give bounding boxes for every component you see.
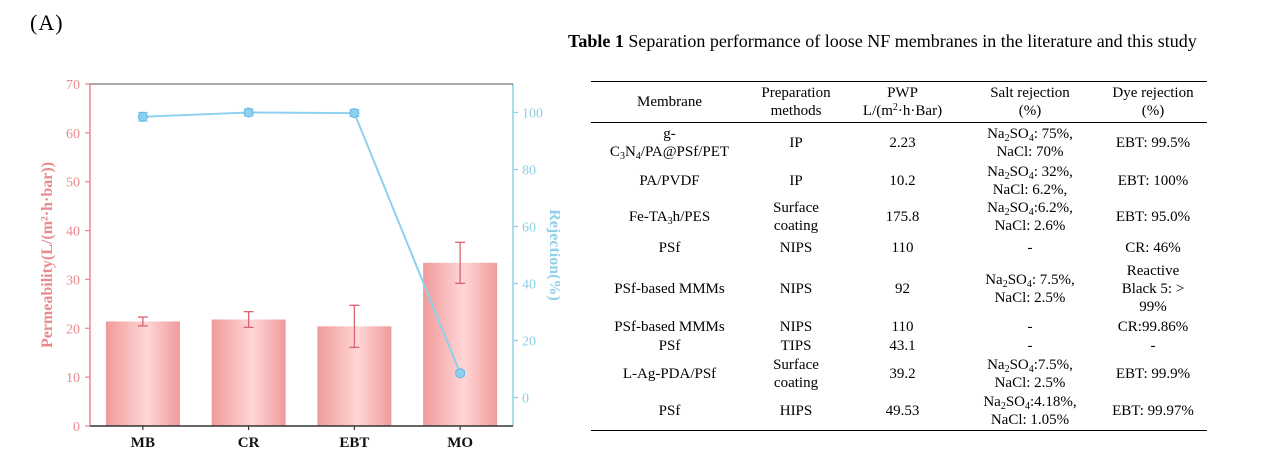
table-row: PSf TIPS 43.1 - -	[591, 337, 1207, 355]
panel-label: (A)	[30, 10, 64, 35]
cell-membrane: Fe-TA3h/PES	[628, 208, 711, 227]
cell-dye-rejection: EBT: 99.5%	[1115, 134, 1191, 151]
x-tick-label: CR	[238, 435, 260, 451]
cell-salt-rejection: Na2SO4:6.2%, NaCl: 2.6%	[987, 199, 1073, 234]
cell-preparation: NIPS	[779, 280, 813, 297]
y-tick-label: 10	[66, 371, 80, 386]
cell-membrane: PSf	[658, 239, 681, 256]
table-row: PSf-based MMMs NIPS 110 - CR:99.86%	[591, 317, 1207, 337]
cell-pwp: 110	[891, 239, 914, 256]
cell-salt-rejection: -	[1027, 239, 1033, 256]
cell-dye-rejection: EBT: 99.9%	[1115, 365, 1191, 382]
x-tick-label: MO	[447, 435, 473, 451]
cell-dye-rejection: EBT: 95.0%	[1115, 208, 1191, 225]
cell-pwp: 10.2	[889, 172, 916, 189]
bar-mo	[423, 262, 498, 426]
table-row: g- C3N4/PA@PSf/PET IP 2.23 Na2SO4: 75%, NaCl:…	[591, 123, 1207, 163]
cell-salt-rejection: Na2SO4:4.18%, NaCl: 1.05%	[983, 394, 1077, 429]
header-salt-rejection: Salt rejection (%)	[990, 85, 1070, 119]
cell-dye-rejection: -	[1150, 337, 1156, 354]
dual-axis-bar-line-chart: 0 10 20 30 40 50 60 70 0 20 40 60 80 100 MB CR EBT MO Perm…	[39, 78, 560, 451]
bar-cr	[211, 319, 286, 426]
x-tick-label: MB	[131, 435, 155, 451]
y-tick-label: 20	[66, 322, 80, 337]
cell-salt-rejection: Na2SO4: 75%, NaCl: 70%	[987, 125, 1073, 160]
y2-tick-label: 20	[522, 335, 536, 350]
cell-dye-rejection: CR: 46%	[1125, 239, 1181, 256]
rejection-point-ebt	[349, 108, 360, 119]
table-row: PSf NIPS 110 - CR: 46%	[591, 235, 1207, 261]
cell-salt-rejection: Na2SO4: 32%, NaCl: 6.2%,	[987, 163, 1073, 198]
cell-preparation: NIPS	[779, 318, 813, 335]
table-row: Fe-TA3h/PES Surface coating 175.8 Na2SO4:6.2…	[591, 199, 1207, 235]
table-body: g- C3N4/PA@PSf/PET IP 2.23 Na2SO4: 75%, NaCl:…	[591, 123, 1207, 431]
cell-pwp: 43.1	[889, 337, 916, 354]
table-row: L-Ag-PDA/PSf Surface coating 39.2 Na2SO4:7.5…	[591, 355, 1207, 393]
y2-tick-label: 60	[522, 221, 536, 236]
y2-tick-label: 0	[522, 392, 529, 407]
cell-pwp: 175.8	[885, 208, 920, 225]
cell-membrane: PA/PVDF	[639, 172, 700, 189]
cell-dye-rejection: EBT: 99.97%	[1112, 403, 1194, 420]
cell-membrane: PSf	[658, 337, 681, 354]
cell-pwp: 2.23	[889, 134, 916, 151]
y-axis-title: Permeability(L/(m²·h·bar))	[39, 162, 56, 348]
rejection-point-mo	[455, 368, 466, 379]
header-dye-rejection: Dye rejection (%)	[1112, 85, 1194, 119]
rejection-point-cr	[243, 107, 254, 118]
y2-axis-title: Rejection(%)	[546, 209, 560, 301]
cell-preparation: Surface coating	[773, 199, 819, 234]
cell-preparation: NIPS	[779, 239, 813, 256]
cell-dye-rejection: CR:99.86%	[1117, 318, 1189, 335]
cell-membrane: g- C3N4/PA@PSf/PET	[609, 125, 730, 162]
table-row: PSf HIPS 49.53 Na2SO4:4.18%, NaCl: 1.05% EBT:…	[591, 393, 1207, 431]
table-row: PSf-based MMMs NIPS 92 Na2SO4: 7.5%, NaCl: 2…	[591, 261, 1207, 317]
table-header-row: Membrane Preparation methods PWP L/(m2·h·B…	[591, 81, 1207, 123]
table-title-number: Table 1	[568, 31, 624, 51]
cell-preparation: IP	[789, 134, 803, 151]
cell-membrane: PSf-based MMMs	[614, 280, 725, 297]
y2-tick-label: 40	[522, 278, 536, 293]
y-tick-label: 70	[66, 78, 80, 93]
cell-membrane: L-Ag-PDA/PSf	[622, 365, 717, 382]
bar-mb	[105, 321, 180, 426]
cell-salt-rejection: -	[1027, 318, 1033, 335]
cell-membrane: PSf	[658, 403, 681, 420]
x-tick-label: EBT	[339, 435, 369, 451]
rejection-point-mb	[137, 111, 148, 122]
header-membrane: Membrane	[637, 94, 702, 110]
cell-preparation: TIPS	[780, 337, 812, 354]
table-row: PA/PVDF IP 10.2 Na2SO4: 32%, NaCl: 6.2%, EBT:…	[591, 163, 1207, 199]
y-tick-label: 0	[73, 420, 80, 435]
cell-salt-rejection: Na2SO4: 7.5%, NaCl: 2.5%	[985, 271, 1075, 306]
y-tick-label: 50	[66, 176, 80, 191]
cell-pwp: 39.2	[889, 365, 916, 382]
table-title: Table 1 Separation performance of loose …	[568, 31, 1197, 52]
cell-pwp: 49.53	[885, 403, 920, 420]
table-title-text: Separation performance of loose NF membr…	[628, 31, 1197, 51]
cell-preparation: Surface coating	[773, 356, 819, 391]
cell-salt-rejection: -	[1027, 337, 1033, 354]
cell-preparation: HIPS	[779, 403, 813, 420]
cell-pwp: 92	[895, 280, 910, 297]
cell-pwp: 110	[891, 318, 914, 335]
cell-membrane: PSf-based MMMs	[614, 318, 725, 335]
y-tick-label: 40	[66, 225, 80, 240]
header-preparation: Preparation methods	[761, 85, 831, 119]
cell-salt-rejection: Na2SO4:7.5%, NaCl: 2.5%	[987, 356, 1073, 391]
header-pwp: PWP L/(m2·h·Bar)	[862, 85, 943, 119]
y2-tick-label: 100	[522, 107, 543, 122]
cell-preparation: IP	[789, 172, 803, 189]
y-tick-label: 60	[66, 127, 80, 142]
y-tick-label: 30	[66, 273, 80, 288]
y2-tick-label: 80	[522, 164, 536, 179]
cell-dye-rejection: Reactive Black 5: >99%	[1121, 262, 1185, 315]
literature-table: Membrane Preparation methods PWP L/(m2·h·B…	[591, 81, 1207, 431]
rejection-line	[142, 111, 462, 374]
cell-dye-rejection: EBT: 100%	[1117, 172, 1189, 189]
